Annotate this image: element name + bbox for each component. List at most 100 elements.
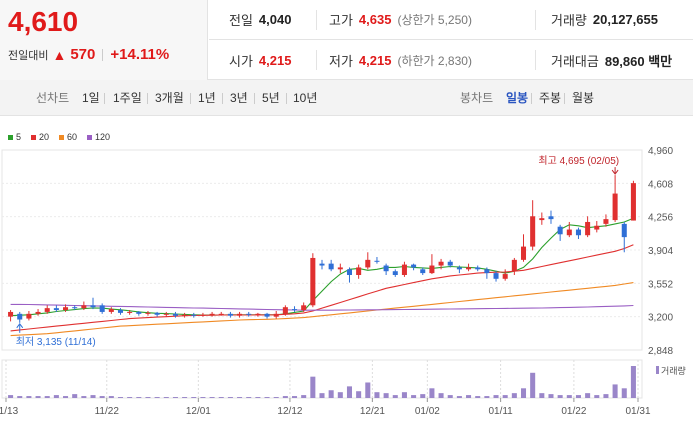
candle xyxy=(172,311,178,318)
candle-body xyxy=(346,269,352,275)
candle-body xyxy=(374,260,380,262)
volume-bar xyxy=(26,396,32,398)
candle xyxy=(603,214,609,227)
volume-frame xyxy=(1,359,643,399)
candle-body xyxy=(401,264,407,275)
candle-weekly[interactable]: 주봉 xyxy=(539,91,562,105)
candle-body xyxy=(172,313,178,316)
candle xyxy=(401,261,407,277)
volume-bar xyxy=(356,391,362,398)
period-1d[interactable]: 1일 xyxy=(82,91,100,105)
y-tick-label: 4,608 xyxy=(648,179,673,190)
chart-toolbar: 선차트 1일 1주일 3개월 1년 3년 5년 10년 봉차트 일봉 주봉 월봉 xyxy=(0,80,693,116)
candle-body xyxy=(255,313,261,315)
candle xyxy=(502,269,508,281)
legend-label: 120 xyxy=(95,132,111,142)
volume-bar xyxy=(227,397,233,398)
candle xyxy=(81,301,87,311)
candle xyxy=(145,310,151,316)
x-tick-label: 12/21 xyxy=(360,406,385,417)
candle-daily[interactable]: 일봉 xyxy=(506,91,529,105)
min-arrow-head-icon xyxy=(16,322,24,329)
candle-monthly[interactable]: 월봉 xyxy=(572,91,595,105)
divider xyxy=(222,93,223,104)
x-tick-label: 01/22 xyxy=(561,406,586,417)
period-5y[interactable]: 5년 xyxy=(262,91,280,105)
candle-body xyxy=(163,313,169,315)
candle-body xyxy=(218,313,224,315)
x-tick-label: 12/01 xyxy=(186,406,211,417)
candle xyxy=(429,254,435,275)
candle-body xyxy=(8,311,14,317)
volume-bar xyxy=(72,394,78,398)
candle xyxy=(246,311,252,317)
stock-header: 4,610 전일대비 ▲ 570 +14.11% 전일 4,040 고가 4,6… xyxy=(0,0,693,80)
candle-body xyxy=(264,313,270,317)
volume-bar xyxy=(383,393,389,398)
period-3m[interactable]: 3개월 xyxy=(155,91,184,105)
period-1y[interactable]: 1년 xyxy=(198,91,216,105)
volume-bar xyxy=(108,396,114,398)
candle-body xyxy=(35,311,41,314)
legend-item-ma20: 20 xyxy=(31,132,49,142)
candle xyxy=(566,221,572,238)
candle xyxy=(466,263,472,272)
candle-body xyxy=(502,274,508,279)
candle xyxy=(182,312,188,318)
max-arrow-head-icon xyxy=(611,169,619,175)
ma120-line xyxy=(10,303,634,311)
volume-bar xyxy=(255,397,261,398)
volume-bar xyxy=(163,397,169,398)
candle xyxy=(310,253,316,308)
volume-bar xyxy=(548,394,554,398)
divider xyxy=(104,93,105,104)
candle-body xyxy=(26,313,32,319)
current-price: 4,610 xyxy=(8,6,79,37)
period-3y[interactable]: 3년 xyxy=(230,91,248,105)
volume-bar xyxy=(557,395,563,398)
high-price: 고가 4,635 (상한가 5,250) xyxy=(329,10,472,29)
candle-body xyxy=(557,226,563,235)
volume-bar xyxy=(218,397,224,398)
candle xyxy=(255,312,261,317)
legend-item-ma5: 5 xyxy=(8,132,21,142)
candle-body xyxy=(108,309,114,312)
info-row-1: 전일 4,040 고가 4,635 (상한가 5,250) 거래량 20,127… xyxy=(209,0,693,40)
period-1w[interactable]: 1주일 xyxy=(113,91,142,105)
volume-legend-swatch xyxy=(656,366,659,374)
volume-bar xyxy=(530,372,536,398)
candle-body xyxy=(566,229,572,236)
candle xyxy=(383,263,389,275)
y-axis-labels: 4,960 4,608 4,256 3,904 3,552 3,200 2,848 xyxy=(648,146,673,357)
legend-label: 5 xyxy=(16,132,22,142)
volume-bar xyxy=(621,388,627,398)
divider xyxy=(286,93,287,104)
candle-body xyxy=(365,259,371,268)
candle xyxy=(612,175,618,222)
candle-body xyxy=(539,218,545,221)
volume-bar xyxy=(264,397,270,398)
candle-body xyxy=(90,305,96,308)
chart-grid xyxy=(1,149,643,402)
candle-body xyxy=(484,269,490,274)
candle xyxy=(301,302,307,312)
candle xyxy=(8,310,14,322)
divider xyxy=(535,10,536,30)
candle-body xyxy=(246,313,252,315)
volume-bar xyxy=(44,396,50,398)
candle xyxy=(53,305,59,312)
candle xyxy=(575,227,581,240)
x-tick-label: 12/12 xyxy=(277,406,302,417)
candle xyxy=(63,304,69,312)
period-10y[interactable]: 10년 xyxy=(293,91,318,105)
volume-bar xyxy=(99,396,105,398)
volume-bar xyxy=(401,392,407,398)
candle xyxy=(411,263,417,271)
low-label: 저가 xyxy=(329,53,353,69)
volume: 거래량 20,127,655 xyxy=(551,10,658,29)
change-rate: +14.11% xyxy=(110,46,170,63)
candle xyxy=(493,271,499,282)
candle xyxy=(539,212,545,225)
candle-body xyxy=(337,267,343,270)
legend-swatch xyxy=(59,134,65,140)
